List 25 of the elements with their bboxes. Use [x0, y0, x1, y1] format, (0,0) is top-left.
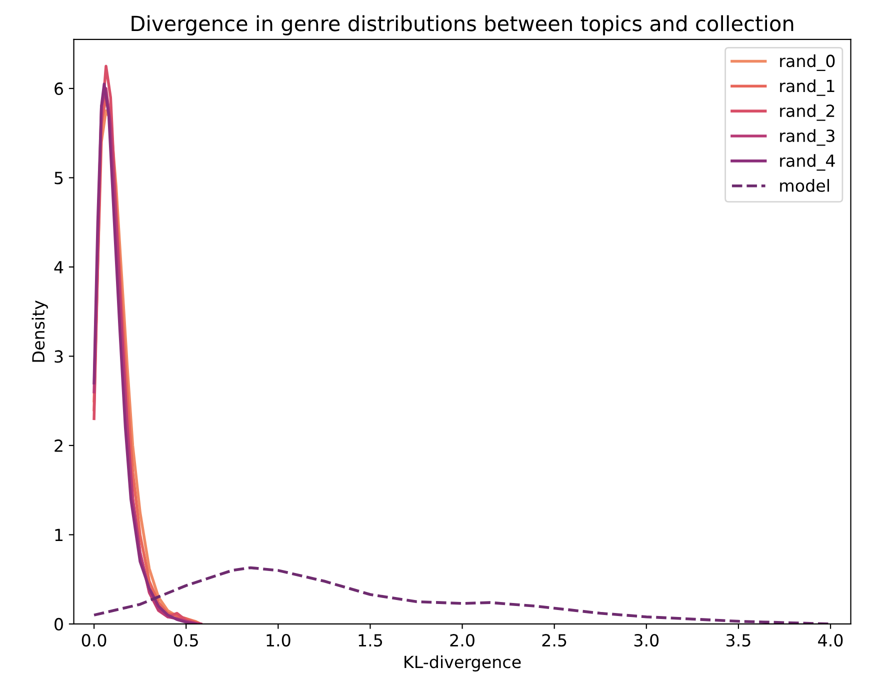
x-tick-label: 2.0 [450, 634, 474, 647]
y-tick-label: 1 [55, 528, 63, 542]
y-tick-label: 5 [54, 172, 63, 184]
x-tick-label: 0.5 [174, 634, 198, 647]
y-tick-label: 0 [54, 618, 63, 631]
x-tick-label: 1.5 [358, 634, 382, 647]
legend-label: rand_1 [780, 79, 834, 96]
x-tick-label: 1.0 [266, 634, 290, 647]
legend-label: rand_2 [780, 104, 834, 121]
legend-label: rand_3 [780, 129, 834, 146]
y-tick-label: 3 [54, 350, 63, 363]
x-tick-label: 3.5 [726, 634, 750, 647]
legend-label: rand_4 [780, 154, 835, 171]
x-tick-label: 3.0 [634, 634, 659, 647]
y-tick-label: 4 [54, 261, 64, 274]
x-tick-label: 0.0 [82, 634, 106, 647]
x-tick-label: 2.5 [542, 634, 566, 647]
y-tick-label: 2 [54, 439, 62, 452]
x-axis-title: KL-divergence [404, 655, 521, 672]
x-tick-label: 4.0 [818, 634, 843, 647]
legend-label: model [780, 179, 829, 192]
legend-label: rand_0 [780, 54, 835, 71]
chart-title: Divergence in genre distributions between topics and collection [132, 15, 794, 36]
y-axis-title: Density [32, 300, 48, 362]
y-tick-label: 6 [54, 82, 64, 96]
